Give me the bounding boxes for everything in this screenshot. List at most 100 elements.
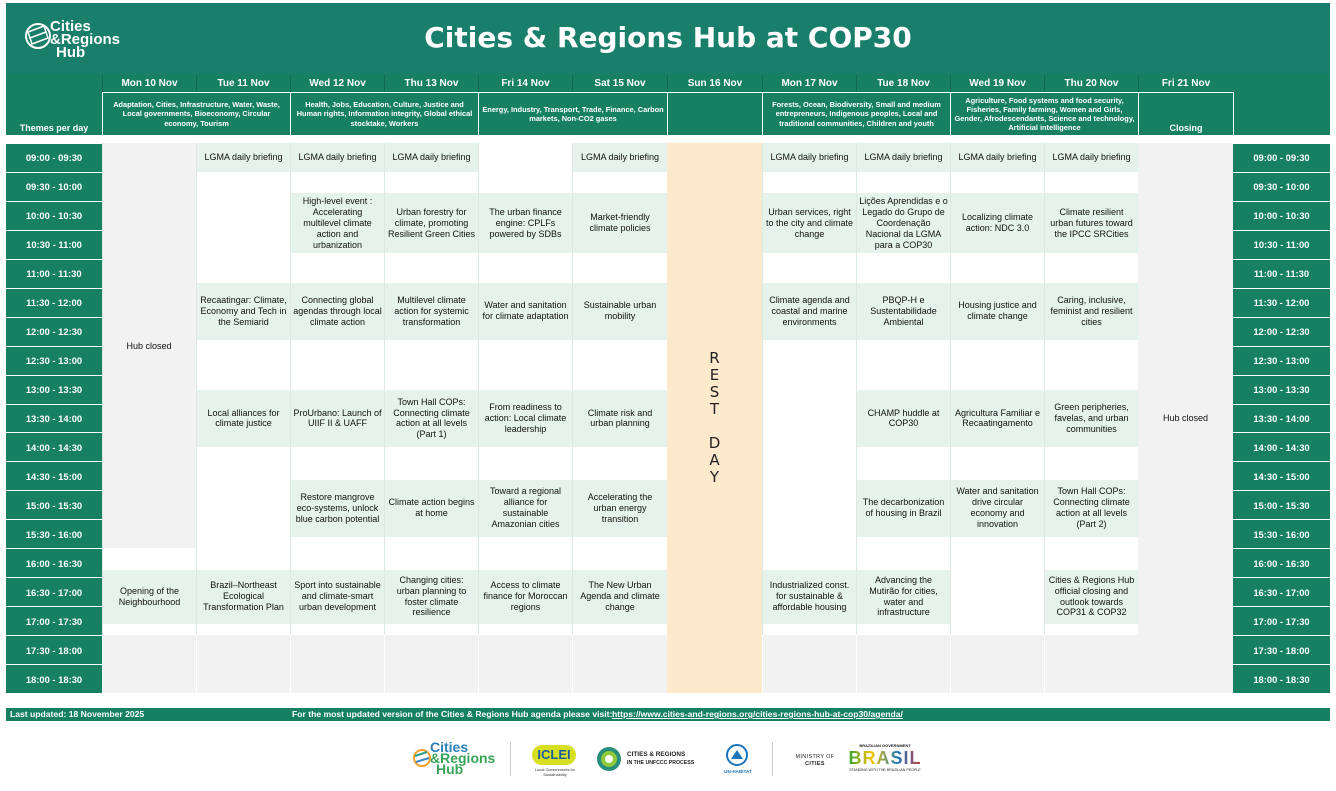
day-header: Mon 10 Nov (102, 75, 196, 92)
agenda-link[interactable]: https://www.cities-and-regions.org/citie… (612, 709, 903, 719)
time-label-right: 14:00 - 14:30 (1233, 432, 1330, 462)
session-event[interactable]: PBQP-H e Sustentabilidade Ambiental (856, 281, 950, 340)
hub-logo: Cities &Regions Hub (50, 18, 130, 60)
session-event[interactable]: Urban forestry for climate, promoting Re… (384, 192, 478, 253)
update-note: For the most updated version of the Citi… (292, 709, 613, 719)
session-event[interactable]: The urban finance engine: CPLFs powered … (478, 192, 572, 253)
session-event[interactable]: Access to climate finance for Moroccan r… (478, 568, 572, 624)
time-label-right: 11:30 - 12:00 (1233, 287, 1330, 317)
time-label-left: 17:00 - 17:30 (6, 606, 102, 636)
brazil-top: BRAZILIAN GOVERNMENT (859, 743, 911, 748)
session-event[interactable]: Changing cities: urban planning to foste… (384, 568, 478, 624)
un-habitat-label: UN-HABITAT (724, 769, 752, 774)
time-label-left: 14:00 - 14:30 (6, 432, 102, 462)
theme-cell: Agriculture, Food systems and food secur… (950, 92, 1138, 135)
session-event[interactable]: Cities & Regions Hub official closing an… (1044, 568, 1138, 624)
logo-line-1: Cities (50, 18, 91, 35)
grid-divider (477, 143, 479, 636)
session-event[interactable]: The New Urban Agenda and climate change (572, 568, 667, 624)
session-event[interactable]: Multilevel climate action for systemic t… (384, 281, 478, 340)
time-label-right: 10:30 - 11:00 (1233, 229, 1330, 259)
empty-evening-slot (572, 635, 667, 693)
session-event[interactable]: From readiness to action: Local climate … (478, 389, 572, 447)
session-event[interactable]: Sport into sustainable and climate-smart… (290, 568, 384, 624)
hub-partner-l2: &Regions (430, 750, 496, 766)
session-event[interactable]: CHAMP huddle at COP30 (856, 389, 950, 447)
time-label-left: 09:30 - 10:00 (6, 171, 102, 201)
briefing-event[interactable]: LGMA daily briefing (950, 143, 1044, 172)
session-event[interactable]: Climate resilient urban futures toward t… (1044, 192, 1138, 253)
spacer-row (6, 135, 1330, 143)
day-header: Thu 20 Nov (1044, 75, 1138, 92)
day-header: Thu 13 Nov (384, 75, 478, 92)
day-header: Fri 21 Nov (1138, 75, 1233, 92)
grid-divider (101, 143, 103, 636)
session-event[interactable]: The decarbonization of housing in Brazil (856, 478, 950, 537)
logo-line-2: &Regions (50, 31, 121, 48)
empty-evening-slot (290, 635, 384, 693)
page-title: Cities & Regions Hub at COP30 (424, 21, 912, 54)
briefing-event[interactable]: LGMA daily briefing (384, 143, 478, 172)
session-event[interactable]: Lições Aprendidas e o Legado do Grupo de… (856, 192, 950, 253)
time-label-left: 13:30 - 14:00 (6, 403, 102, 433)
session-event[interactable]: Sustainable urban mobility (572, 281, 667, 340)
session-event[interactable]: Toward a regional alliance for sustainab… (478, 478, 572, 537)
hub-partner-l3: Hub (436, 761, 464, 777)
globe-icon (595, 745, 623, 773)
session-event[interactable]: Water and sanitation drive circular econ… (950, 478, 1044, 537)
session-event[interactable]: High-level event : Accelerating multilev… (290, 192, 384, 253)
briefing-event[interactable]: LGMA daily briefing (572, 143, 667, 172)
session-event[interactable]: Water and sanitation for climate adaptat… (478, 281, 572, 340)
empty-evening-slot (950, 635, 1044, 693)
session-event[interactable]: ProUrbano: Launch of UIIF II & UAFF (290, 389, 384, 447)
session-event[interactable]: Industrialized const. for sustainable & … (762, 568, 856, 624)
session-event[interactable]: Opening of the Neighbourhood (102, 568, 196, 624)
session-event[interactable]: Caring, inclusive, feminist and resilien… (1044, 281, 1138, 340)
time-label-right: 09:00 - 09:30 (1233, 143, 1330, 172)
session-event[interactable]: Market-friendly climate policies (572, 192, 667, 253)
empty-evening-slot (384, 635, 478, 693)
time-label-left: 15:00 - 15:30 (6, 490, 102, 520)
session-event[interactable]: Recaatingar: Climate, Economy and Tech i… (196, 281, 290, 340)
session-event[interactable]: Green peripheries, favelas, and urban co… (1044, 389, 1138, 447)
session-event[interactable]: Local alliances for climate justice (196, 389, 290, 447)
hub-partner-l1: Cities (430, 739, 469, 755)
time-label-left: 16:30 - 17:00 (6, 577, 102, 607)
header-banner (6, 3, 1330, 75)
session-event[interactable]: Climate action begins at home (384, 478, 478, 537)
briefing-event[interactable]: LGMA daily briefing (290, 143, 384, 172)
session-event[interactable]: Accelerating the urban energy transition (572, 478, 667, 537)
session-event[interactable]: Town Hall COPs: Connecting climate actio… (384, 389, 478, 447)
briefing-event[interactable]: LGMA daily briefing (196, 143, 290, 172)
rest-day-label: R E S T D A Y (708, 349, 721, 486)
session-event[interactable]: Climate agenda and coastal and marine en… (762, 281, 856, 340)
session-event[interactable]: Localizing climate action: NDC 3.0 (950, 192, 1044, 253)
hub-partner-logo: Cities &Regions Hub (430, 739, 510, 777)
time-label-right: 16:00 - 16:30 (1233, 548, 1330, 578)
session-event[interactable]: Climate risk and urban planning (572, 389, 667, 447)
briefing-event[interactable]: LGMA daily briefing (762, 143, 856, 172)
session-event[interactable]: Town Hall COPs: Connecting climate actio… (1044, 478, 1138, 537)
empty-evening-slot (762, 635, 856, 693)
session-event[interactable]: Brazil–Northeast Ecological Transformati… (196, 568, 290, 624)
briefing-event[interactable]: LGMA daily briefing (1044, 143, 1138, 172)
session-event[interactable]: Advancing the Mutirão for cities, water … (856, 568, 950, 624)
rest-day-column: R E S T D A Y (667, 143, 762, 693)
day-header: Mon 17 Nov (762, 75, 856, 92)
session-event[interactable]: Housing justice and climate change (950, 281, 1044, 340)
ministry-l2: CITIES (805, 761, 825, 767)
session-event[interactable]: Agricultura Familiar e Recaatingamento (950, 389, 1044, 447)
time-label-right: 17:30 - 18:00 (1233, 635, 1330, 665)
time-label-right: 09:30 - 10:00 (1233, 171, 1330, 201)
last-updated: Last updated: 18 November 2025 (10, 709, 145, 719)
time-label-left: 17:30 - 18:00 (6, 635, 102, 665)
session-event[interactable]: Urban services, right to the city and cl… (762, 192, 856, 253)
time-label-right: 12:30 - 13:00 (1233, 345, 1330, 375)
unfccc-logo: CITIES & REGIONS IN THE UNFCCC PROCESS (627, 751, 717, 767)
empty-evening-slot (196, 635, 290, 693)
briefing-event[interactable]: LGMA daily briefing (856, 143, 950, 172)
time-label-left: 14:30 - 15:00 (6, 461, 102, 491)
session-event[interactable]: Restore mangrove eco-systems, unlock blu… (290, 478, 384, 537)
session-event[interactable]: Connecting global agendas through local … (290, 281, 384, 340)
